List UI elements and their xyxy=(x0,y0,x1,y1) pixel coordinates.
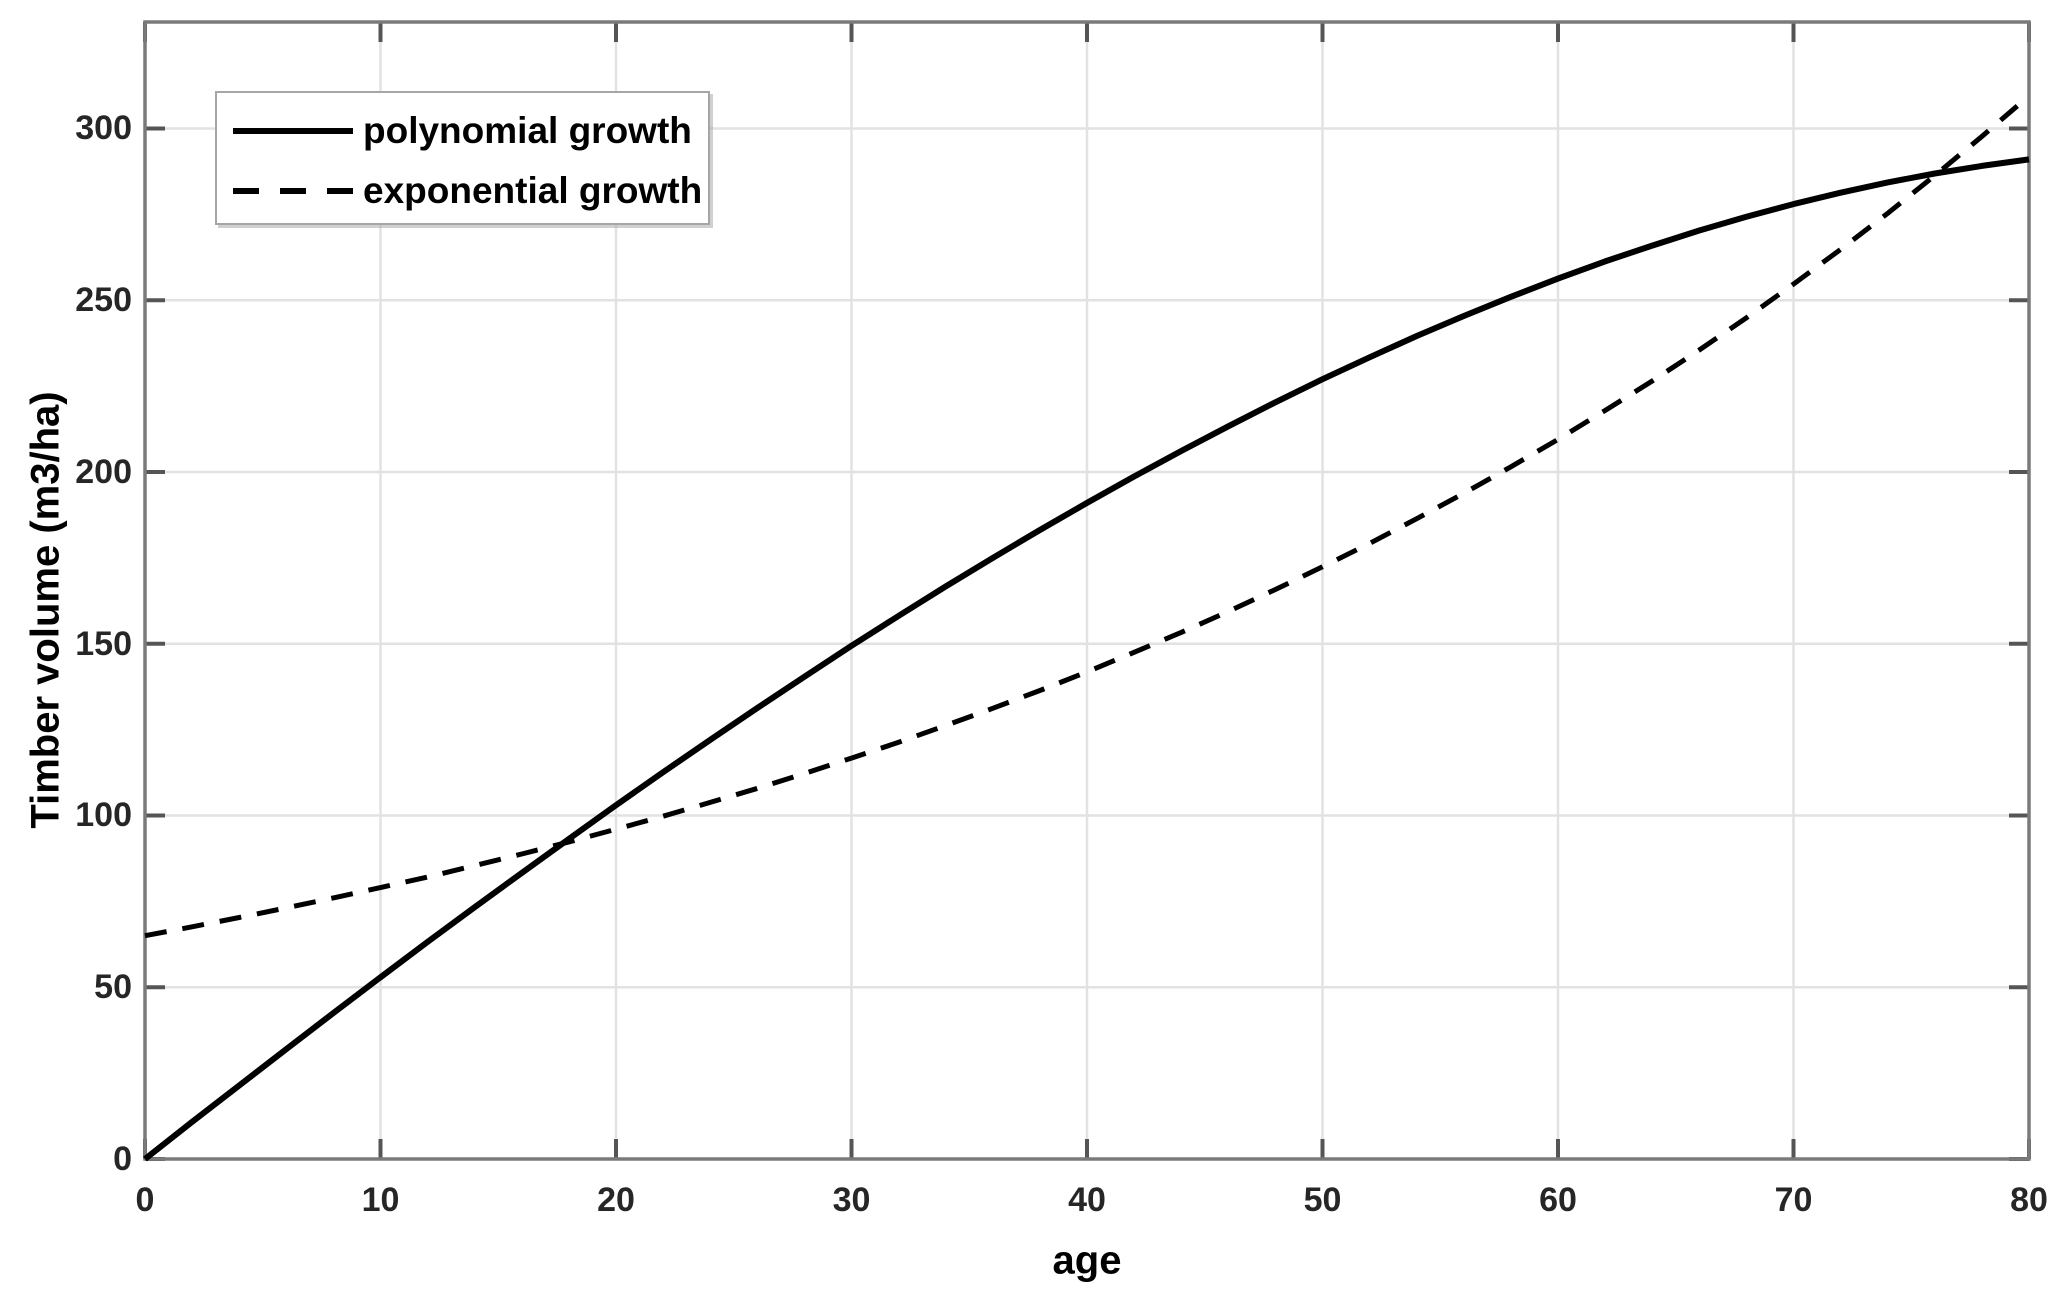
legend: polynomial growth exponential growth xyxy=(215,91,710,225)
dashed-line-sample-icon xyxy=(233,188,353,194)
legend-item-polynomial: polynomial growth xyxy=(217,101,708,161)
x-axis-label: age xyxy=(1052,1238,1122,1283)
x-tick-label: 40 xyxy=(1068,1181,1106,1219)
x-tick-label: 80 xyxy=(2010,1181,2048,1219)
x-tick-label: 0 xyxy=(135,1181,155,1219)
legend-label-polynomial: polynomial growth xyxy=(363,110,692,151)
y-tick-label: 300 xyxy=(75,109,132,148)
x-tick-label: 10 xyxy=(361,1181,400,1219)
y-tick-label: 50 xyxy=(94,968,132,1007)
axes-box xyxy=(143,20,2031,1161)
exponential-growth-curve xyxy=(144,94,2031,939)
y-tick-label: 100 xyxy=(75,796,132,835)
legend-item-exponential: exponential growth xyxy=(217,161,708,221)
polynomial-growth-curve xyxy=(143,156,2030,1162)
solid-line-sample-icon xyxy=(233,128,353,134)
y-tick-label: 0 xyxy=(113,1140,132,1178)
y-tick-label: 150 xyxy=(75,624,132,663)
y-axis-label: Timber volume (m3/ha) xyxy=(23,391,68,829)
y-tick-label: 200 xyxy=(75,452,132,491)
x-tick-label: 30 xyxy=(832,1181,871,1219)
x-tick-label: 60 xyxy=(1539,1181,1577,1219)
x-tick-label: 70 xyxy=(1774,1181,1813,1219)
y-tick-label: 250 xyxy=(75,281,132,320)
x-tick-label: 20 xyxy=(597,1181,635,1219)
legend-label-exponential: exponential growth xyxy=(363,170,703,211)
x-tick-label: 50 xyxy=(1303,1181,1342,1219)
